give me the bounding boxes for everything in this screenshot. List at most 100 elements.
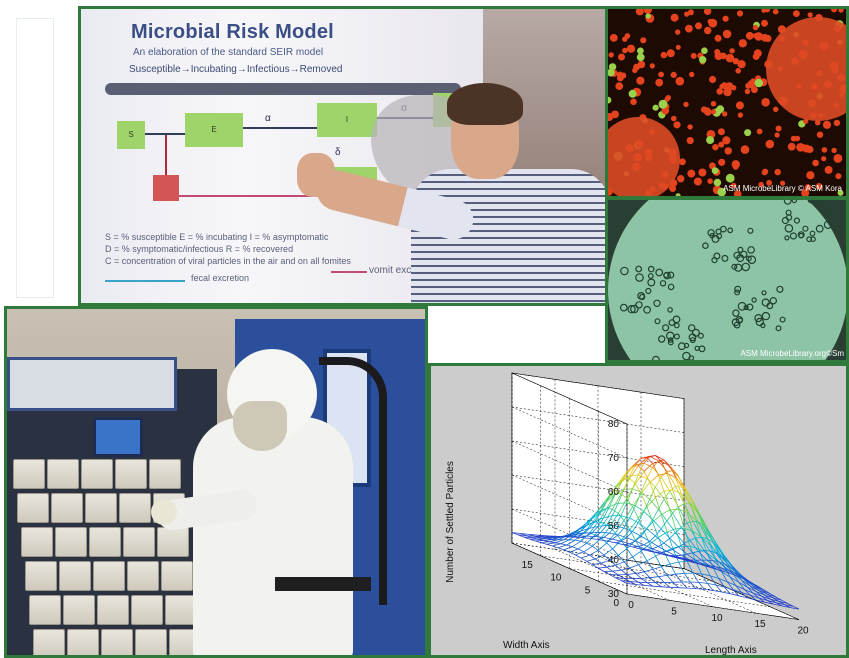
surface-mesh-line (511, 532, 521, 534)
surface-mesh-line (640, 482, 651, 494)
surface-mesh-line (758, 590, 765, 596)
bacterium-dot (707, 18, 713, 25)
surface-mesh-line (712, 567, 720, 579)
bacterium-dot (635, 9, 644, 16)
surface-mesh-line (778, 601, 785, 605)
surface-mesh-line (595, 558, 602, 564)
surface-mesh-line (603, 532, 610, 538)
bacterium-dot (687, 169, 696, 178)
y-tick-label: 10 (550, 573, 562, 584)
spore (654, 318, 661, 325)
surface-mesh-line (718, 569, 725, 572)
surface-mesh-line (629, 464, 636, 477)
surface-mesh-line (612, 493, 622, 510)
surface-mesh-line (698, 521, 705, 527)
surface-mesh-line (729, 573, 736, 576)
bacterium-dot (821, 156, 827, 162)
surface-mesh-line (666, 471, 676, 487)
rack-monitor (93, 417, 143, 457)
surface-mesh-line (715, 584, 722, 593)
surface-mesh-line (764, 594, 771, 600)
surface-mesh-line (606, 515, 613, 526)
surface-mesh-line (566, 544, 573, 548)
surface-mesh-line (598, 566, 607, 569)
surface-mesh-line (672, 546, 679, 550)
surface-mesh-line (606, 493, 616, 502)
bacterium-dot (660, 51, 667, 59)
surface-mesh-line (643, 462, 653, 468)
surface-mesh-line (658, 531, 668, 538)
left-margin (0, 0, 80, 300)
grid-line (511, 508, 685, 535)
surface-mesh-line (640, 528, 648, 537)
bacterium-dot (729, 48, 735, 54)
surface-mesh-line (637, 463, 645, 475)
bacterium-dot (658, 71, 664, 78)
surface-mesh-line (775, 602, 785, 605)
grid-line (540, 555, 713, 582)
surface-mesh-line (615, 525, 624, 529)
surface-mesh-line (546, 542, 556, 545)
surface-mesh-line (597, 539, 607, 542)
surface-mesh-line (635, 505, 645, 512)
surface-mesh-line (638, 474, 648, 479)
surface-mesh-line (775, 596, 782, 601)
surface-mesh-line (646, 467, 653, 479)
surface-mesh-line (623, 544, 633, 548)
green-spores-image (608, 200, 846, 360)
surface-mesh-line (592, 526, 599, 533)
surface-mesh-line (589, 554, 596, 560)
spore (658, 335, 666, 343)
surface-mesh-line (635, 573, 642, 579)
grid-line (511, 372, 628, 425)
surface-mesh-line (583, 545, 593, 553)
surface-mesh-line (781, 605, 791, 608)
surface-mesh-line (632, 546, 642, 550)
surface-mesh-line (606, 538, 613, 542)
surface-mesh-line (752, 583, 759, 588)
bacterium-dot (831, 147, 837, 154)
grid-line (554, 549, 671, 601)
surface-mesh-line (663, 490, 671, 500)
spore (647, 265, 655, 273)
surface-mesh-line (675, 532, 685, 544)
surface-mesh-line (580, 557, 587, 562)
surface-mesh-line (709, 575, 719, 579)
surface-mesh-line (750, 594, 757, 601)
surface-mesh-line (603, 537, 613, 540)
surface-mesh-line (712, 542, 719, 549)
bacterium-dot (764, 9, 771, 13)
spore (760, 322, 766, 329)
surface-mesh-line (695, 562, 702, 565)
surface-mesh-line (669, 485, 676, 492)
surface-mesh-line (695, 588, 705, 590)
surface-mesh-line (681, 485, 688, 492)
bacterium-dot (752, 24, 759, 31)
surface-mesh-line (649, 577, 656, 584)
surface-mesh-line (652, 521, 659, 538)
large-colony (608, 117, 680, 196)
surface-mesh-line (546, 543, 553, 547)
surface-mesh-line (675, 477, 682, 495)
surface-mesh-line (629, 529, 636, 541)
surface-mesh-line (635, 471, 645, 484)
bacterium-dot (815, 183, 823, 190)
surface-mesh-line (758, 597, 765, 603)
grid-line (640, 561, 757, 614)
surface-mesh-line (609, 525, 616, 534)
surface-mesh-line (629, 465, 639, 479)
surface-mesh-line (552, 543, 561, 547)
surface-mesh-line (658, 473, 668, 476)
bacterium-dot (714, 34, 722, 42)
surface-mesh-line (657, 509, 668, 522)
surface-mesh-line (586, 558, 596, 562)
bacterium-dot (655, 78, 664, 87)
surface-mesh-line (617, 534, 627, 538)
surface-mesh-line (629, 543, 639, 547)
surface-mesh-line (623, 488, 633, 490)
mouse-cage (123, 527, 155, 557)
presenter-hand (297, 153, 335, 197)
bacterium-dot (709, 75, 717, 84)
surface-mesh-line (609, 502, 619, 507)
mouse-cage (81, 459, 113, 489)
